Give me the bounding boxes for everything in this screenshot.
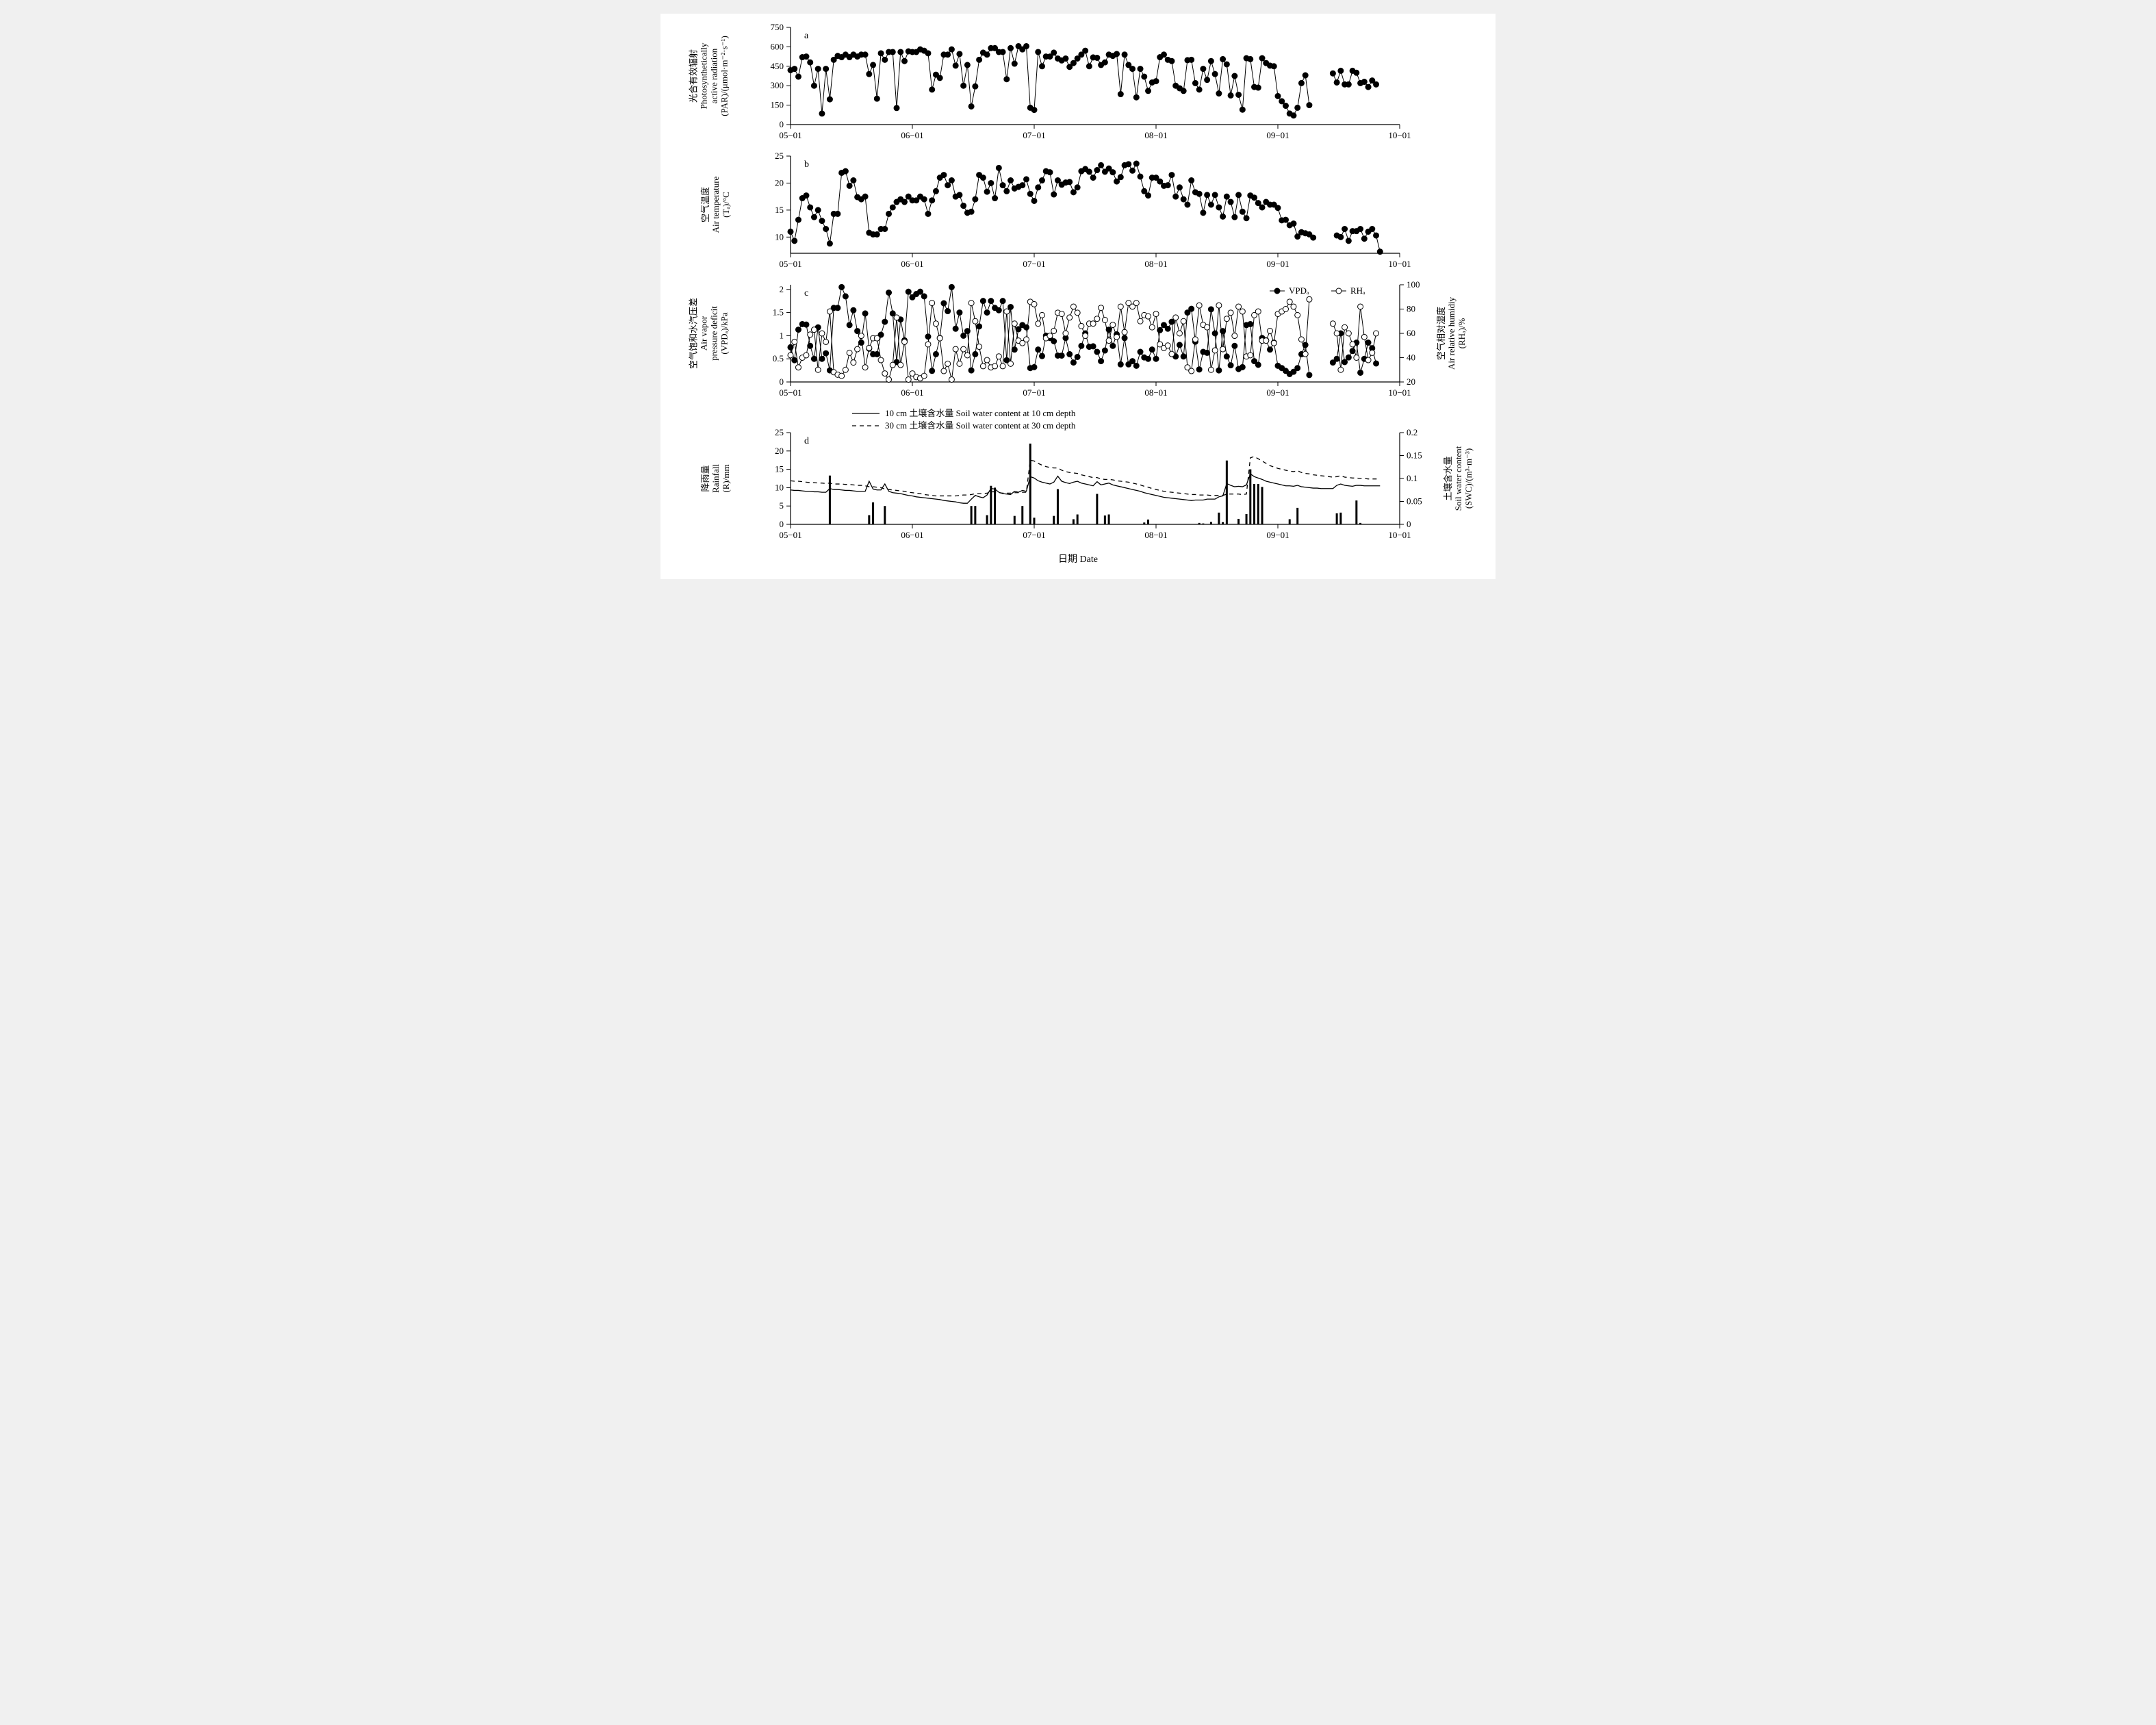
svg-text:(RHₐ)/%: (RHₐ)/%: [1456, 318, 1467, 348]
svg-text:(R)/mm: (R)/mm: [721, 464, 731, 492]
svg-text:08−01: 08−01: [1144, 259, 1167, 269]
svg-text:30 cm 土壤含水量 Soil water content: 30 cm 土壤含水量 Soil water content at 30 cm …: [885, 420, 1076, 431]
svg-text:10−01: 10−01: [1388, 387, 1411, 398]
svg-text:Air relative humidiy: Air relative humidiy: [1446, 296, 1456, 370]
svg-text:05−01: 05−01: [779, 387, 801, 398]
svg-text:Rainfall: Rainfall: [710, 464, 721, 493]
x-axis-label: 日期 Date: [674, 549, 1482, 565]
svg-text:09−01: 09−01: [1266, 259, 1289, 269]
svg-text:Air vapor: Air vapor: [699, 316, 709, 350]
svg-text:05−01: 05−01: [779, 530, 801, 540]
svg-text:(Tₐ)/°C: (Tₐ)/°C: [721, 192, 731, 218]
svg-text:a: a: [804, 31, 809, 41]
svg-text:06−01: 06−01: [901, 530, 923, 540]
svg-text:0.2: 0.2: [1407, 427, 1417, 437]
svg-text:07−01: 07−01: [1023, 130, 1045, 140]
svg-text:10 cm 土壤含水量 Soil water content: 10 cm 土壤含水量 Soil water content at 10 cm …: [885, 408, 1076, 418]
svg-text:05−01: 05−01: [779, 130, 801, 140]
svg-text:d: d: [804, 436, 809, 446]
svg-text:08−01: 08−01: [1144, 130, 1167, 140]
svg-text:0: 0: [780, 519, 784, 529]
svg-text:0.5: 0.5: [773, 353, 784, 363]
svg-text:06−01: 06−01: [901, 130, 923, 140]
svg-text:20: 20: [775, 177, 784, 188]
svg-text:0: 0: [780, 119, 784, 129]
svg-text:0.05: 0.05: [1407, 496, 1422, 507]
svg-text:1.5: 1.5: [773, 307, 784, 318]
panel-b: 05−01 06−01 07−01 08−01 09−01 10−01 10 15 20 25 b 空…: [674, 149, 1482, 272]
svg-text:空气相对湿度: 空气相对湿度: [1436, 307, 1446, 360]
panel-d: 05−0106−0107−0108−0109−0110−010510152025…: [674, 407, 1482, 544]
svg-text:1: 1: [780, 330, 784, 340]
svg-text:09−01: 09−01: [1266, 530, 1289, 540]
svg-text:VPDₐ: VPDₐ: [1289, 285, 1309, 296]
svg-text:25: 25: [775, 427, 784, 437]
svg-text:450: 450: [771, 61, 784, 71]
svg-text:空气饱和水汽压差: 空气饱和水汽压差: [689, 298, 699, 369]
svg-text:c: c: [804, 288, 808, 298]
svg-text:降雨量: 降雨量: [700, 465, 710, 491]
svg-text:20: 20: [775, 446, 784, 456]
svg-text:100: 100: [1407, 279, 1420, 290]
svg-text:10−01: 10−01: [1388, 530, 1411, 540]
svg-text:0: 0: [780, 376, 784, 387]
svg-text:05−01: 05−01: [779, 259, 801, 269]
svg-text:60: 60: [1407, 328, 1415, 338]
svg-text:10: 10: [775, 482, 784, 492]
svg-text:Air temperature: Air temperature: [710, 176, 721, 233]
svg-text:10−01: 10−01: [1388, 259, 1411, 269]
svg-text:08−01: 08−01: [1144, 387, 1167, 398]
svg-text:06−01: 06−01: [901, 387, 923, 398]
svg-text:0.1: 0.1: [1407, 473, 1417, 483]
svg-text:0.15: 0.15: [1407, 450, 1422, 461]
svg-text:80: 80: [1407, 304, 1415, 314]
svg-text:10: 10: [775, 231, 784, 242]
svg-text:(PAR)/(μmol·m⁻²·s⁻¹): (PAR)/(μmol·m⁻²·s⁻¹): [719, 36, 730, 116]
svg-text:150: 150: [771, 100, 784, 110]
svg-text:750: 750: [771, 22, 784, 32]
svg-text:Soil water content: Soil water content: [1453, 446, 1463, 511]
svg-text:0: 0: [1407, 519, 1411, 529]
svg-text:(SWC)/(m³·m⁻³): (SWC)/(m³·m⁻³): [1463, 448, 1474, 509]
svg-text:300: 300: [771, 80, 784, 90]
svg-text:06−01: 06−01: [901, 259, 923, 269]
svg-text:600: 600: [771, 41, 784, 51]
svg-text:(VPDₐ)/kPa: (VPDₐ)/kPa: [719, 312, 730, 355]
svg-text:07−01: 07−01: [1023, 530, 1045, 540]
panel-a: 05−01 06−01 07−01 08−01 09−01 10−01 0 150 300 450…: [674, 21, 1482, 144]
svg-text:5: 5: [780, 500, 784, 511]
svg-text:2: 2: [780, 284, 784, 294]
svg-text:b: b: [804, 159, 809, 170]
svg-text:土壤含水量: 土壤含水量: [1443, 456, 1453, 500]
svg-text:09−01: 09−01: [1266, 387, 1289, 398]
svg-text:Photosynthetically: Photosynthetically: [699, 42, 709, 109]
svg-text:08−01: 08−01: [1144, 530, 1167, 540]
panel-c: 05−01 06−01 07−01 08−01 09−01 10−01 0 0.5 1 1.5 2 2…: [674, 278, 1482, 401]
svg-text:10−01: 10−01: [1388, 130, 1411, 140]
svg-text:40: 40: [1407, 353, 1415, 363]
svg-text:空气温度: 空气温度: [700, 187, 710, 222]
svg-text:pressure deficit: pressure deficit: [709, 306, 719, 361]
svg-text:20: 20: [1407, 376, 1415, 387]
svg-text:RHₐ: RHₐ: [1350, 285, 1365, 296]
svg-text:15: 15: [775, 464, 784, 474]
svg-text:15: 15: [775, 205, 784, 215]
svg-text:07−01: 07−01: [1023, 387, 1045, 398]
svg-text:25: 25: [775, 151, 784, 161]
svg-text:07−01: 07−01: [1023, 259, 1045, 269]
svg-text:光合有效辐射: 光合有效辐射: [689, 49, 699, 103]
svg-text:09−01: 09−01: [1266, 130, 1289, 140]
figure-container: 05−0106−0107−0108−0109−0110−010150300450…: [660, 14, 1496, 579]
svg-text:active radiation: active radiation: [709, 48, 719, 103]
